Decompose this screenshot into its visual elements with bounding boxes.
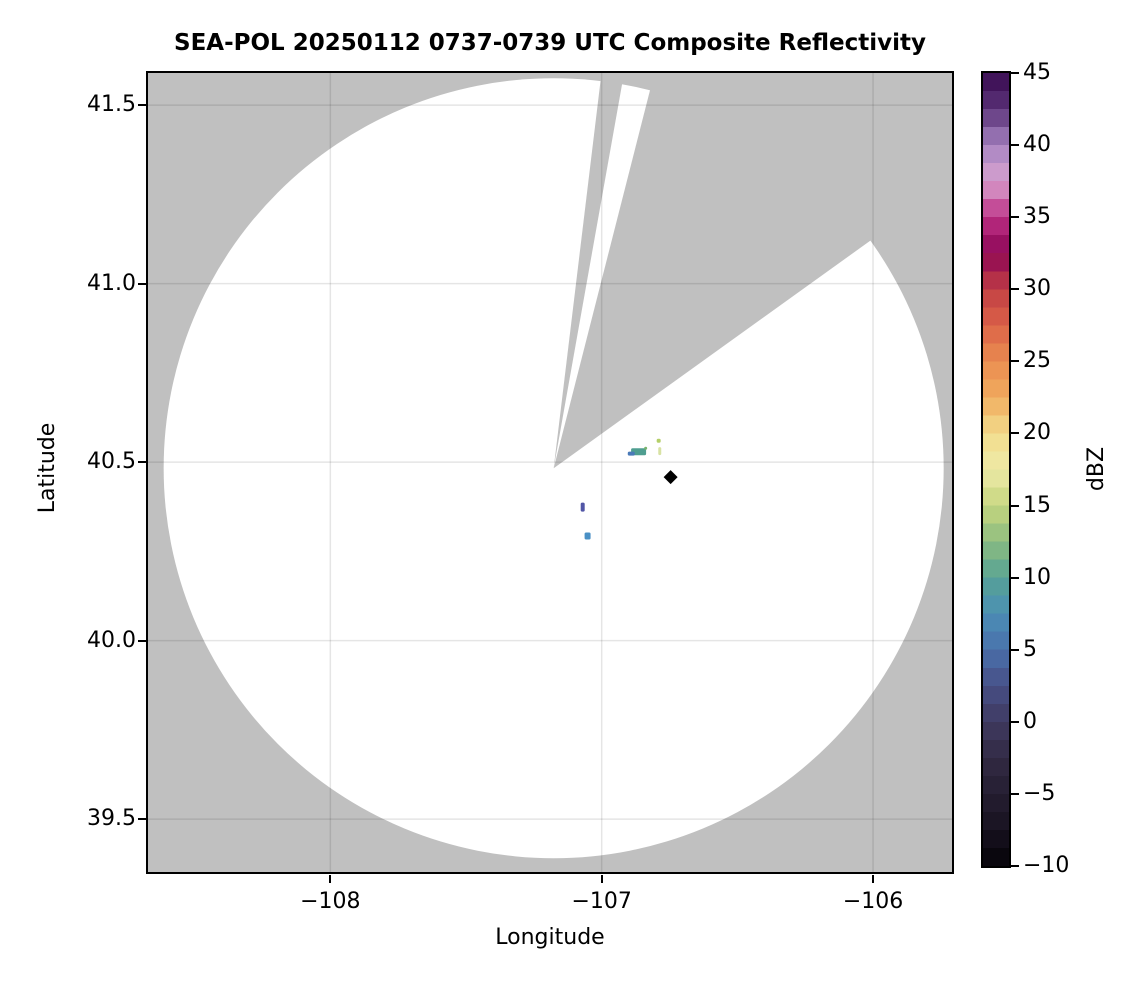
colorbar-tick-label: −10 [1023,853,1070,878]
colorbar-tick-label: 35 [1023,204,1051,230]
x-tick-mark [872,875,875,883]
colorbar-tick-mark [1011,792,1019,795]
colorbar-tick-label: 10 [1023,564,1051,590]
colorbar-tick-label: 40 [1023,132,1051,158]
y-tick-label: 41.5 [87,92,136,118]
colorbar-tick-mark [1011,144,1019,147]
y-tick-label: 40.5 [87,449,136,475]
colorbar-tick-mark [1011,648,1019,651]
y-tick-mark [138,104,146,107]
colorbar-tick-mark [1011,216,1019,219]
x-tick-label: −107 [571,889,632,914]
colorbar-tick-label: 20 [1023,420,1051,446]
echo-pixel [656,438,661,443]
echo-pixel [658,447,662,456]
colorbar-gradient [983,73,1009,866]
colorbar-tick-label: 30 [1023,276,1051,302]
blocked-sector [553,73,625,469]
colorbar-tick-mark [1011,865,1019,867]
y-axis-label: Latitude [35,422,60,514]
chart-title: SEA-POL 20250112 0737-0739 UTC Composite… [174,30,926,56]
y-tick-mark [138,818,146,821]
blocked-sector [553,73,907,469]
colorbar-tick-label: 45 [1023,60,1051,85]
colorbar-tick-mark [1011,72,1019,74]
colorbar-tick-mark [1011,504,1019,507]
y-tick-label: 39.5 [87,806,136,832]
y-tick-mark [138,461,146,464]
colorbar-tick-label: 5 [1023,636,1037,662]
echo-pixel [644,446,648,450]
x-tick-mark [600,875,603,883]
y-tick-label: 41.0 [87,270,136,296]
map-axes [146,71,954,874]
site-marker-diamond [663,470,678,485]
colorbar [981,71,1011,868]
y-tick-label: 40.0 [87,627,136,653]
colorbar-tick-label: 0 [1023,708,1037,734]
x-axis-label: Longitude [495,925,605,950]
colorbar-tick-label: 25 [1023,348,1051,374]
colorbar-tick-mark [1011,576,1019,579]
colorbar-tick-mark [1011,432,1019,435]
echo-pixel [627,451,635,456]
colorbar-label: dBZ [1084,446,1109,492]
colorbar-tick-mark [1011,360,1019,363]
colorbar-tick-mark [1011,720,1019,723]
x-tick-mark [329,875,332,883]
echo-pixel [631,448,647,456]
y-tick-mark [138,282,146,285]
echo-pixel [584,532,591,540]
echo-pixel [580,502,585,512]
colorbar-tick-mark [1011,288,1019,291]
radar-map-canvas [148,73,952,872]
colorbar-tick-label: −5 [1023,780,1056,806]
y-tick-mark [138,639,146,642]
x-tick-label: −108 [300,889,361,914]
x-tick-label: −106 [842,889,904,914]
colorbar-tick-label: 15 [1023,492,1051,518]
